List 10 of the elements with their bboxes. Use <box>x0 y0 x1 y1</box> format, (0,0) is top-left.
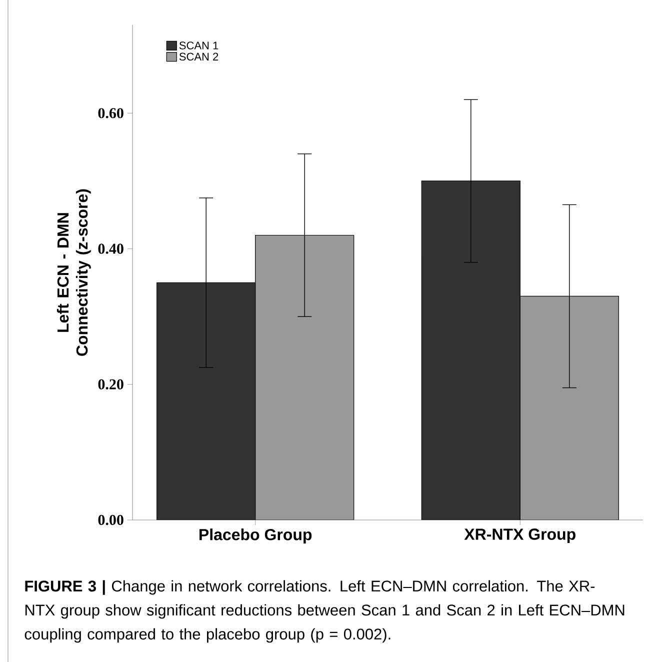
y-tick-label: 0.20 <box>98 379 124 390</box>
text: FIGURE 3 | Change in network correlations. Left ECN–DMN correlation. The XR-NTX group show significant reductions between Scan 1 and Scan 2 in Left ECN–DMN coupling compared to the placebo group (p = 0.002). <box>24 580 624 643</box>
y-tick-label: 0.00 <box>98 514 124 526</box>
x-tick-label: Placebo Group <box>200 528 312 544</box>
y-tick-label: 0.40 <box>98 244 124 254</box>
y-tick-label: 0.60 <box>98 108 124 118</box>
legend-label: SCAN 2 <box>179 52 218 61</box>
y-axis-title: Left ECN - DMN Connectivity (z-score) <box>56 189 91 356</box>
x-tick-label: XR-NTX Group <box>464 528 576 544</box>
legend-label: SCAN 1 <box>179 42 218 50</box>
